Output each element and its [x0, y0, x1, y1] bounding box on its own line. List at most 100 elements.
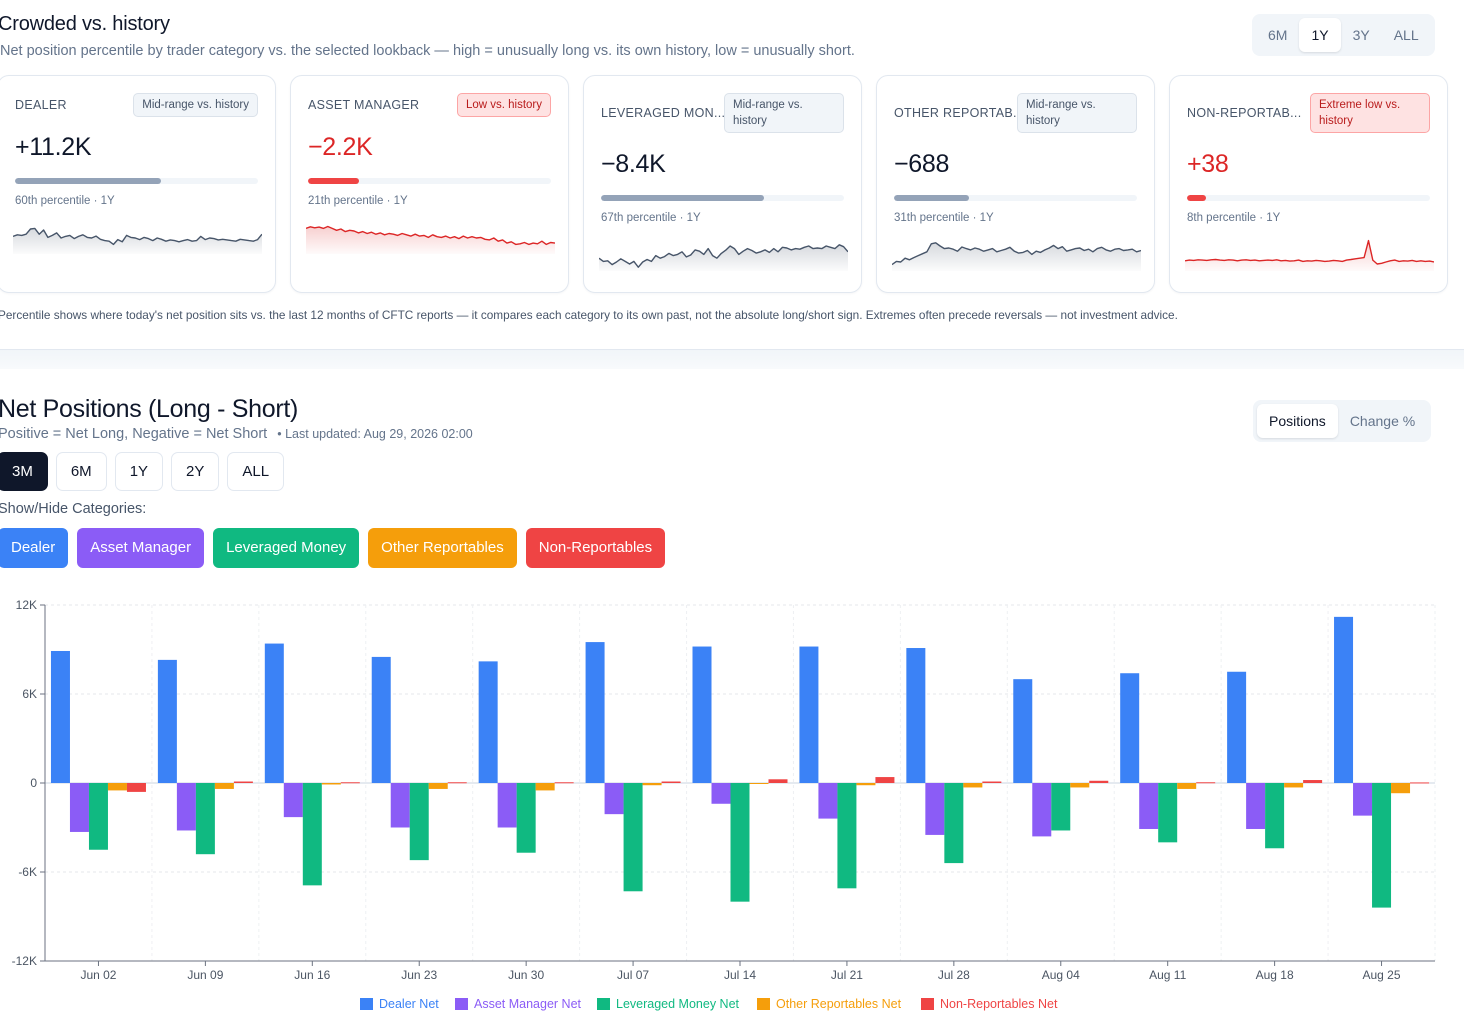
bar-non-reportables-net-aug-25[interactable] [1410, 782, 1430, 784]
bar-asset-manager-net-aug-04[interactable] [1032, 783, 1052, 837]
bar-leveraged-money-net-aug-11[interactable] [1158, 783, 1178, 843]
bar-other-reportables-net-jul-14[interactable] [749, 783, 769, 784]
bar-non-reportables-net-jun-30[interactable] [554, 782, 574, 784]
bar-other-reportables-net-jul-28[interactable] [963, 783, 983, 788]
bar-non-reportables-net-aug-11[interactable] [1196, 782, 1216, 784]
lookback-option-all[interactable]: ALL [1393, 27, 1419, 43]
legend-label-asset-manager-net[interactable]: Asset Manager Net [474, 997, 582, 1011]
view-option-positions[interactable]: Positions [1257, 404, 1338, 438]
bar-non-reportables-net-jul-28[interactable] [982, 781, 1002, 783]
bar-other-reportables-net-jun-23[interactable] [428, 783, 448, 789]
bar-asset-manager-net-aug-18[interactable] [1246, 783, 1266, 829]
category-toggle-asset-manager[interactable]: Asset Manager [77, 528, 205, 568]
bar-leveraged-money-net-jul-07[interactable] [623, 783, 643, 892]
range-button-3m[interactable]: 3M [0, 452, 48, 491]
bar-dealer-net-jul-07[interactable] [585, 642, 605, 783]
category-toggle-leveraged-money[interactable]: Leveraged Money [213, 528, 360, 568]
category-toggle-non-reportables[interactable]: Non-Reportables [525, 528, 666, 568]
bar-dealer-net-aug-18[interactable] [1227, 671, 1247, 783]
bar-non-reportables-net-jul-07[interactable] [661, 781, 681, 783]
bar-leveraged-money-net-jun-09[interactable] [195, 783, 215, 855]
bar-dealer-net-jun-30[interactable] [478, 661, 498, 783]
bar-dealer-net-jul-28[interactable] [906, 648, 926, 783]
legend-swatch[interactable] [757, 998, 770, 1010]
legend-swatch[interactable] [597, 998, 610, 1010]
bar-other-reportables-net-jul-21[interactable] [856, 783, 876, 786]
crowded-subtitle: Net position percentile by trader catego… [0, 43, 855, 59]
range-button-6m[interactable]: 6M [55, 452, 107, 491]
percentile-bar-track [601, 195, 844, 201]
bar-asset-manager-net-jun-09[interactable] [176, 783, 196, 831]
card-status-badge: Mid-range vs. history [1017, 93, 1137, 133]
bar-dealer-net-aug-04[interactable] [1013, 679, 1033, 783]
lookback-option-6m[interactable]: 6M [1268, 27, 1288, 43]
bar-other-reportables-net-aug-04[interactable] [1070, 783, 1090, 788]
bar-leveraged-money-net-jun-16[interactable] [302, 783, 322, 886]
bar-asset-manager-net-jul-28[interactable] [925, 783, 945, 835]
legend-label-non-reportables-net[interactable]: Non-Reportables Net [940, 997, 1058, 1011]
lookback-option-3y[interactable]: 3Y [1352, 27, 1370, 43]
bar-asset-manager-net-jun-23[interactable] [390, 783, 410, 828]
view-option-change[interactable]: Change % [1349, 413, 1416, 429]
percentile-bar-fill [1187, 195, 1207, 201]
legend-swatch[interactable] [360, 998, 373, 1010]
bar-asset-manager-net-jul-14[interactable] [711, 783, 731, 804]
bar-other-reportables-net-aug-11[interactable] [1177, 783, 1197, 789]
bar-asset-manager-net-aug-11[interactable] [1139, 783, 1159, 829]
legend-label-other-reportables-net[interactable]: Other Reportables Net [776, 997, 902, 1011]
bar-other-reportables-net-aug-25[interactable] [1391, 783, 1411, 794]
card-category: NON-REPORTAB... [1187, 106, 1302, 120]
bar-non-reportables-net-jun-23[interactable] [447, 782, 467, 784]
bar-dealer-net-jul-21[interactable] [799, 646, 819, 783]
category-toggle-dealer[interactable]: Dealer [0, 528, 69, 568]
bar-leveraged-money-net-jun-30[interactable] [516, 783, 536, 853]
bar-asset-manager-net-jul-07[interactable] [604, 783, 624, 815]
range-button-1y[interactable]: 1Y [114, 452, 164, 491]
bar-dealer-net-jun-09[interactable] [157, 659, 177, 783]
card-status-badge: Mid-range vs. history [133, 93, 258, 117]
percentile-bar-track [1187, 195, 1430, 201]
bar-asset-manager-net-jul-21[interactable] [818, 783, 838, 819]
bar-other-reportables-net-aug-18[interactable] [1284, 783, 1304, 788]
legend-swatch[interactable] [455, 998, 468, 1010]
range-button-2y[interactable]: 2Y [171, 452, 220, 491]
bar-non-reportables-net-jun-09[interactable] [233, 781, 253, 783]
bar-asset-manager-net-jun-02[interactable] [69, 783, 89, 832]
bar-other-reportables-net-jun-16[interactable] [321, 783, 341, 785]
bar-dealer-net-aug-11[interactable] [1120, 673, 1140, 783]
bar-asset-manager-net-jun-30[interactable] [497, 783, 517, 828]
bar-dealer-net-aug-25[interactable] [1334, 616, 1354, 783]
lookback-option-1y[interactable]: 1Y [1299, 18, 1341, 52]
bar-non-reportables-net-jun-16[interactable] [340, 782, 360, 784]
bar-non-reportables-net-aug-04[interactable] [1089, 780, 1109, 783]
card-sparkline [306, 225, 555, 254]
bar-other-reportables-net-jun-30[interactable] [535, 783, 555, 791]
bar-dealer-net-jun-23[interactable] [371, 656, 391, 783]
bar-leveraged-money-net-jun-23[interactable] [409, 783, 429, 861]
bar-other-reportables-net-jun-02[interactable] [107, 783, 127, 791]
bar-leveraged-money-net-aug-25[interactable] [1372, 783, 1392, 908]
bar-asset-manager-net-jun-16[interactable] [283, 783, 303, 818]
bar-leveraged-money-net-aug-04[interactable] [1051, 783, 1071, 831]
bar-other-reportables-net-jul-07[interactable] [642, 783, 662, 786]
bar-non-reportables-net-jul-21[interactable] [875, 777, 895, 783]
bar-leveraged-money-net-jul-28[interactable] [944, 783, 964, 864]
legend-label-dealer-net[interactable]: Dealer Net [379, 997, 439, 1011]
bar-dealer-net-jul-14[interactable] [692, 646, 712, 783]
bar-leveraged-money-net-aug-18[interactable] [1265, 783, 1285, 849]
legend-label-leveraged-money-net[interactable]: Leveraged Money Net [616, 997, 740, 1011]
bar-leveraged-money-net-jul-21[interactable] [837, 783, 857, 889]
bar-dealer-net-jun-16[interactable] [264, 643, 284, 783]
category-toggle-other-reportables[interactable]: Other Reportables [368, 528, 517, 568]
bar-non-reportables-net-jun-02[interactable] [126, 783, 146, 792]
bar-non-reportables-net-jul-14[interactable] [768, 779, 788, 783]
bar-other-reportables-net-jun-09[interactable] [214, 783, 234, 789]
range-button-all[interactable]: ALL [227, 452, 285, 491]
y-tick-label: -12K [12, 954, 37, 968]
bar-non-reportables-net-aug-18[interactable] [1303, 780, 1323, 783]
bar-asset-manager-net-aug-25[interactable] [1353, 783, 1373, 816]
legend-swatch[interactable] [921, 998, 934, 1010]
bar-leveraged-money-net-jul-14[interactable] [730, 783, 750, 902]
bar-leveraged-money-net-jun-02[interactable] [88, 783, 108, 850]
bar-dealer-net-jun-02[interactable] [50, 650, 70, 783]
